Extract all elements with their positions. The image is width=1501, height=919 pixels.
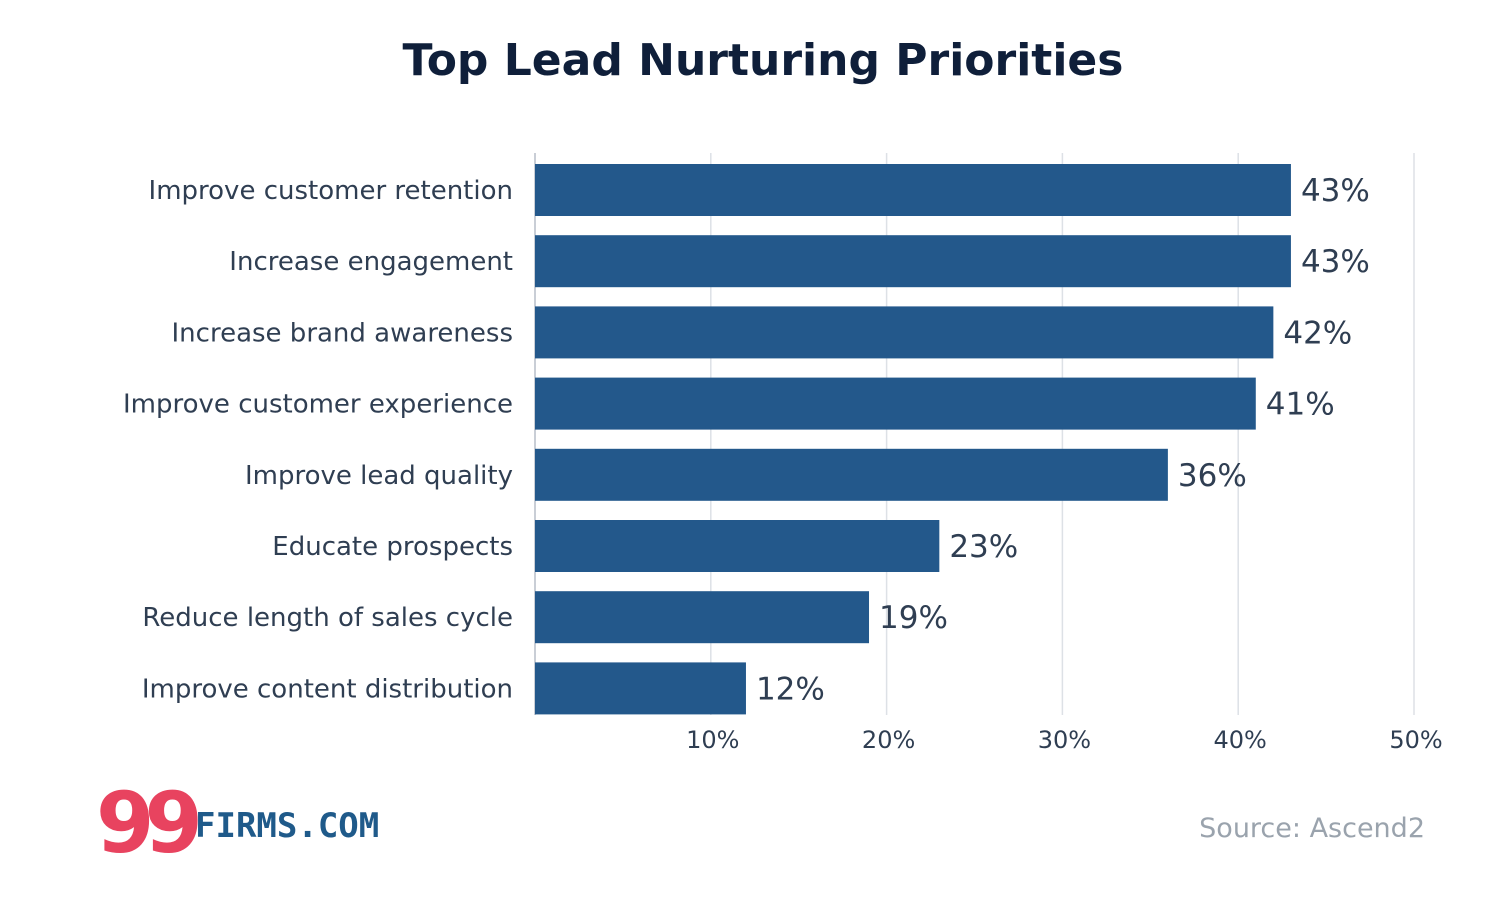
category-label: Improve customer retention [149,176,513,206]
data-label: 12% [756,671,825,707]
chart-title: Top Lead Nurturing Priorities [403,35,1124,86]
tick-label: 10% [686,726,739,754]
category-label: Improve content distribution [142,674,513,704]
category-label: Increase engagement [229,247,513,277]
bar [535,520,940,572]
category-label: Improve lead quality [245,461,513,491]
bar [535,235,1291,288]
logo: 99 FIRMS.COM [96,774,379,872]
bar [535,591,870,644]
logo-number: 99 [96,774,198,872]
logo-text: FIRMS.COM [195,806,379,846]
bar [535,662,746,715]
data-label: 41% [1266,387,1335,423]
category-label: Reduce length of sales cycle [142,603,513,633]
data-label: 23% [949,529,1018,565]
bar [535,377,1256,430]
tick-label: 20% [862,726,915,754]
tick-label: 50% [1389,726,1442,754]
source-note: Source: Ascend2 [1199,813,1425,844]
x-axis-ticks: 10% 20% 30% 40% 50% [686,726,1443,754]
data-label: 19% [879,600,948,636]
bars: Improve customer retention 43% Increase en… [123,164,1370,715]
bar [535,164,1291,216]
data-label: 43% [1301,244,1370,280]
category-label: Increase brand awareness [172,318,513,348]
bar [535,306,1274,359]
tick-label: 40% [1214,726,1267,754]
bar [535,448,1168,501]
data-label: 42% [1283,315,1352,351]
data-label: 43% [1301,173,1370,209]
tick-label: 30% [1038,726,1091,754]
category-label: Educate prospects [272,532,513,562]
category-label: Improve customer experience [123,390,513,420]
data-label: 36% [1178,458,1247,494]
